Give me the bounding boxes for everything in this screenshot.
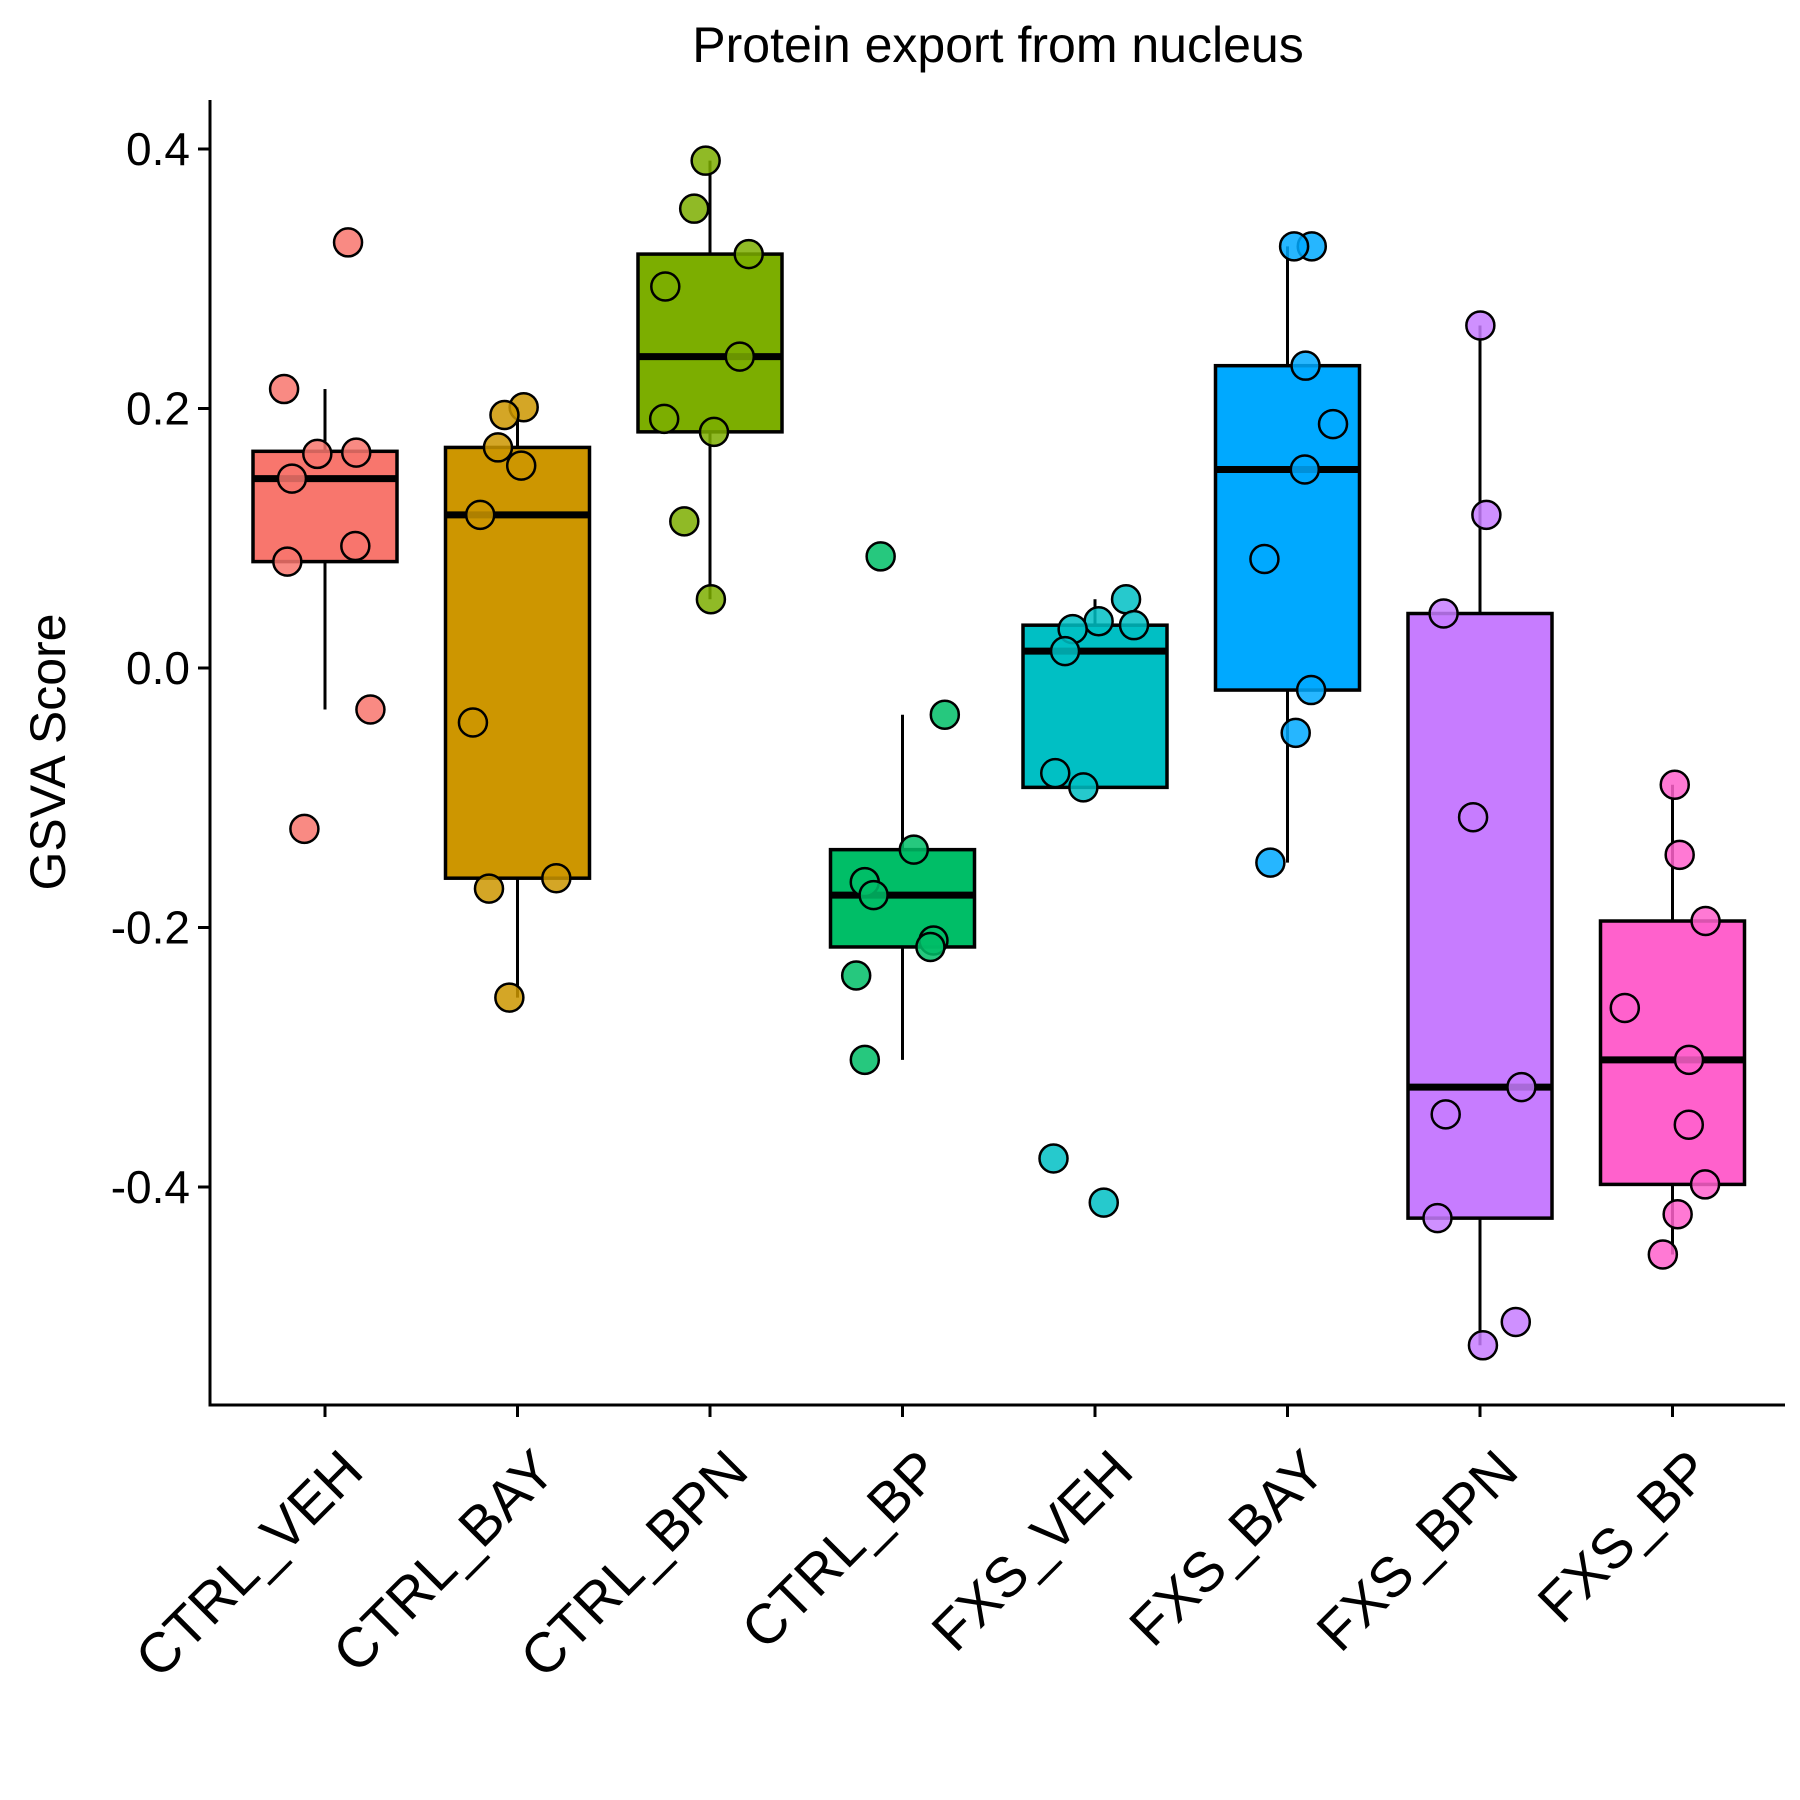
data-point [1038,1143,1069,1174]
data-point [858,879,889,911]
data-point [1647,1239,1679,1270]
data-point [505,450,537,481]
data-point [650,271,681,302]
data-point [898,834,930,865]
data-point [1289,454,1321,485]
data-point [1465,310,1496,341]
data-point [276,463,308,494]
x-tick-label: FXS_BPN [1304,1438,1529,1663]
data-point [1290,350,1321,381]
data-point [1295,674,1327,706]
data-point [272,546,303,577]
data-point [915,931,946,963]
data-point [669,506,700,537]
data-point [340,530,371,562]
x-tick-label: FXS_VEH [919,1438,1144,1663]
x-tick-label: FXS_BP [1525,1438,1721,1634]
y-axis-label: GSVA Score [20,614,76,891]
data-point [1467,1330,1499,1361]
data-point [690,145,721,176]
data-point [482,432,514,463]
box-fxs-bp [1598,919,1747,1187]
data-point [494,982,525,1013]
data-point [1280,717,1311,749]
data-point [489,399,520,431]
box-fxs-bpn [1406,611,1554,1220]
data-point [724,341,756,372]
data-point [849,1044,881,1076]
plot-area: 0.40.20.0-0.2-0.4CTRL_VEHCTRL_BAYCTRL_BP… [111,100,1785,1689]
data-point [678,193,710,224]
data-point [1049,635,1081,667]
data-point [1662,1198,1693,1230]
data-point [302,438,333,470]
data-point [457,707,489,738]
box-ctrl-veh [251,449,399,564]
y-tick-label: 0.4 [126,123,190,175]
data-point [1083,606,1114,637]
data-point [1457,801,1489,833]
data-point [268,373,300,405]
data-point [1039,757,1071,789]
data-point [698,416,730,448]
data-point [1110,583,1142,615]
data-point [929,699,961,730]
data-point [1506,1071,1537,1103]
y-tick-label: 0.2 [126,383,190,435]
data-point [1673,1044,1705,1076]
data-point [1249,543,1280,575]
chart-title: Protein export from nucleus [692,17,1303,73]
data-point [355,694,386,725]
data-point [840,960,872,991]
data-point [1664,839,1695,871]
x-tick-label: FXS_BAY [1117,1438,1337,1658]
y-tick-label: -0.4 [111,1161,190,1213]
data-point [289,813,320,845]
data-point [1278,231,1310,262]
data-point [473,873,505,904]
y-tick-label: -0.2 [111,902,190,954]
data-point [1068,772,1099,803]
data-point [1689,1169,1721,1200]
data-point [733,238,764,270]
data-point [865,541,896,572]
data-point [1088,1187,1120,1218]
data-point [464,499,496,531]
data-point [1500,1306,1532,1338]
data-point [1118,609,1150,641]
data-point [1430,1099,1461,1130]
data-point [541,862,572,894]
data-point [695,583,727,615]
data-point [1673,1109,1705,1140]
data-point [1659,769,1690,801]
x-tick-label: CTRL_BP [729,1438,952,1661]
data-point [1255,847,1286,878]
box-ctrl-bay [443,445,592,880]
data-point [1609,992,1641,1024]
data-point [1471,499,1502,531]
data-point [340,437,372,468]
data-point [332,227,364,258]
data-point [1317,408,1349,440]
data-point [1690,905,1721,937]
data-point [1422,1202,1453,1234]
data-point [648,403,680,435]
data-point [1428,598,1459,629]
y-tick-label: 0.0 [126,642,190,694]
